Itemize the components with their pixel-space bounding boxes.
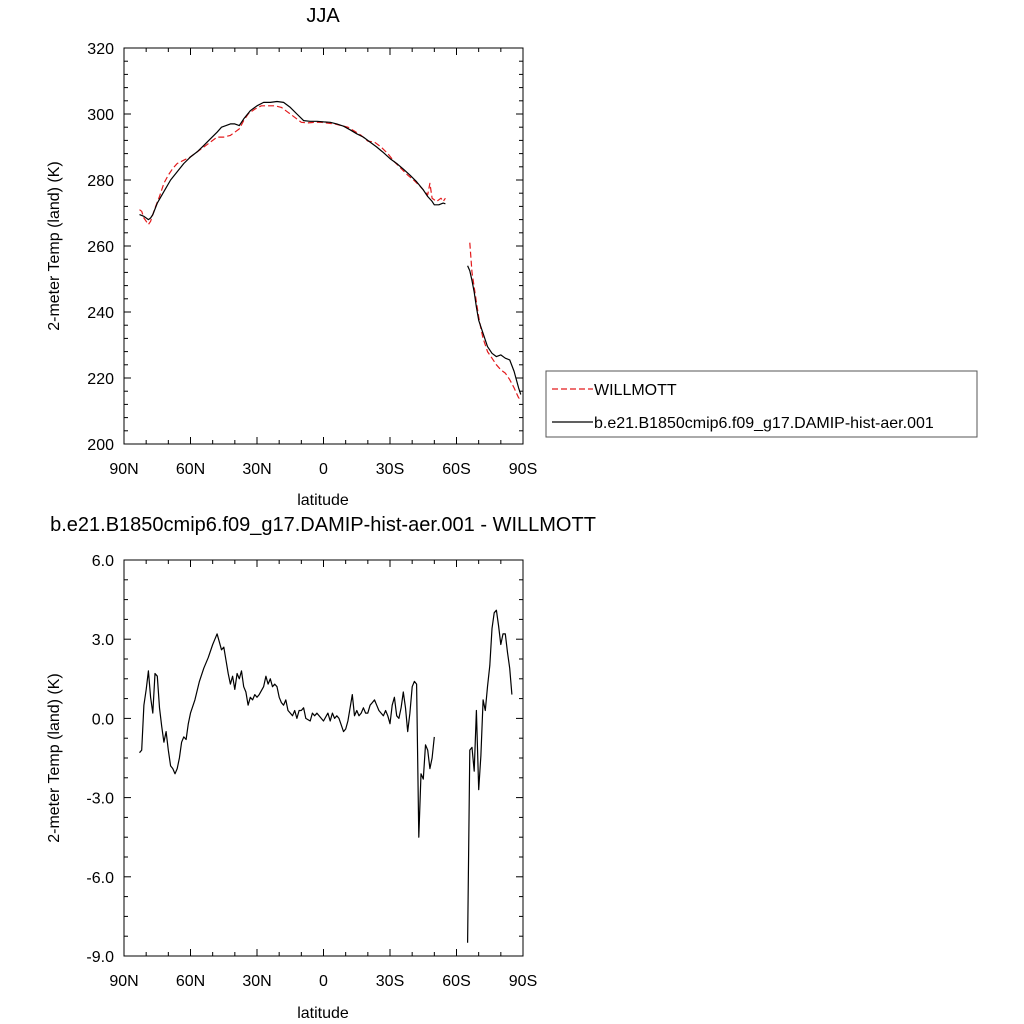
top-chart-y-tick-label: 280: [87, 173, 114, 190]
legend: WILLMOTT b.e21.B1850cmip6.f09_g17.DAMIP-…: [545, 370, 978, 438]
top-chart-x-tick-label: 30S: [376, 461, 404, 478]
bottom-chart-series-line-1: [467, 609, 513, 943]
bottom-chart-y-tick-label: 3.0: [92, 632, 114, 649]
top-chart-x-tick-label: 0: [319, 461, 328, 478]
legend-box: [545, 370, 978, 438]
top-chart-lines: [139, 100, 522, 400]
top-chart-y-tick-label: 220: [87, 371, 114, 388]
top-chart-y-tick-label: 300: [87, 107, 114, 124]
top-chart: JJA 90N 60N 30N 0 30S 60S 90S 200 220 240 260 280 30…: [46, 5, 978, 509]
bottom-chart-x-tick-label: 90N: [109, 973, 138, 990]
bottom-chart-y-tick-label: -6.0: [86, 870, 114, 887]
top-chart-frame: [123, 47, 524, 445]
top-chart-x-tick-label: 90S: [509, 461, 537, 478]
top-chart-y-tick-label: 260: [87, 239, 114, 256]
bottom-chart-x-tick-label: 90S: [509, 973, 537, 990]
top-chart-y-tick-label: 240: [87, 305, 114, 322]
top-chart-x-tick-label: 90N: [109, 461, 138, 478]
bottom-chart-frame: [123, 559, 524, 957]
top-chart-x-tick-label: 30N: [242, 461, 271, 478]
bottom-chart-lines: [139, 609, 513, 943]
top-chart-x-label: latitude: [297, 492, 349, 509]
bottom-chart-y-tick-label: -9.0: [86, 949, 114, 966]
top-chart-y-tick-label: 200: [87, 437, 114, 454]
bottom-chart-x-tick-label: 60N: [176, 973, 205, 990]
bottom-chart-y-tick-label: -3.0: [86, 791, 114, 808]
bottom-chart-title: b.e21.B1850cmip6.f09_g17.DAMIP-hist-aer.…: [50, 514, 596, 536]
bottom-chart-y-tick-label: 0.0: [92, 711, 114, 728]
top-chart-title: JJA: [306, 5, 340, 27]
top-chart-x-tick-label: 60N: [176, 461, 205, 478]
top-chart-x-tick-label: 60S: [442, 461, 470, 478]
bottom-chart-x-tick-label: 30S: [376, 973, 404, 990]
top-chart-series-line-2: [139, 100, 446, 221]
top-chart-series-line-1: [469, 242, 522, 400]
bottom-chart: b.e21.B1850cmip6.f09_g17.DAMIP-hist-aer.…: [46, 514, 596, 1022]
top-chart-ticks: 90N 60N 30N 0 30S 60S 90S 200 220 240 260 280 300 320: [87, 41, 537, 478]
top-chart-series-line-1: [139, 105, 446, 226]
legend-label-model: b.e21.B1850cmip6.f09_g17.DAMIP-hist-aer.…: [594, 415, 934, 432]
bottom-chart-y-label: 2-meter Temp (land) (K): [46, 673, 63, 843]
bottom-chart-x-label: latitude: [297, 1005, 349, 1022]
bottom-chart-x-tick-label: 0: [319, 973, 328, 990]
top-chart-y-label: 2-meter Temp (land) (K): [46, 161, 63, 331]
bottom-chart-y-tick-label: 6.0: [92, 553, 114, 570]
legend-label-willmott: WILLMOTT: [594, 382, 677, 399]
top-chart-y-tick-label: 320: [87, 41, 114, 58]
bottom-chart-series-line-1: [139, 633, 435, 838]
bottom-chart-x-tick-label: 30N: [242, 973, 271, 990]
bottom-chart-x-tick-label: 60S: [442, 973, 470, 990]
bottom-chart-ticks: 90N 60N 30N 0 30S 60S 90S -9.0 -6.0 -3.0 0.0 3.0 6.0: [86, 553, 537, 990]
top-chart-series-line-2: [467, 265, 522, 395]
